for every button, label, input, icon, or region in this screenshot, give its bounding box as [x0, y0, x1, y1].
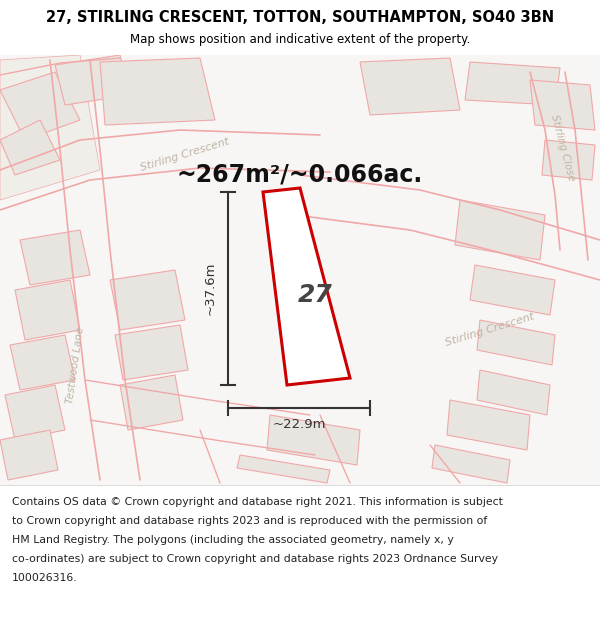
Polygon shape	[447, 400, 530, 450]
Polygon shape	[115, 325, 188, 380]
Polygon shape	[20, 230, 90, 285]
Polygon shape	[542, 140, 595, 180]
Text: 27: 27	[298, 283, 332, 307]
Polygon shape	[465, 62, 560, 105]
Text: HM Land Registry. The polygons (including the associated geometry, namely x, y: HM Land Registry. The polygons (includin…	[12, 535, 454, 545]
Text: ~37.6m: ~37.6m	[203, 262, 217, 315]
Polygon shape	[470, 265, 555, 315]
Polygon shape	[267, 415, 360, 465]
Polygon shape	[110, 270, 185, 330]
Polygon shape	[477, 370, 550, 415]
Polygon shape	[0, 120, 60, 175]
Text: 27, STIRLING CRESCENT, TOTTON, SOUTHAMPTON, SO40 3BN: 27, STIRLING CRESCENT, TOTTON, SOUTHAMPT…	[46, 11, 554, 26]
Polygon shape	[10, 335, 75, 390]
Polygon shape	[15, 280, 80, 340]
Polygon shape	[477, 320, 555, 365]
Text: ~267m²/~0.066ac.: ~267m²/~0.066ac.	[177, 163, 423, 187]
Text: Stirling Crescent: Stirling Crescent	[445, 312, 536, 348]
Polygon shape	[263, 188, 350, 385]
Text: Stirling Close: Stirling Close	[550, 114, 577, 182]
Polygon shape	[55, 55, 130, 105]
Text: co-ordinates) are subject to Crown copyright and database rights 2023 Ordnance S: co-ordinates) are subject to Crown copyr…	[12, 554, 498, 564]
Polygon shape	[0, 55, 100, 200]
Polygon shape	[100, 58, 215, 125]
Text: Contains OS data © Crown copyright and database right 2021. This information is : Contains OS data © Crown copyright and d…	[12, 497, 503, 507]
Polygon shape	[237, 455, 330, 483]
Text: Testwood Lane: Testwood Lane	[65, 326, 85, 404]
Text: to Crown copyright and database rights 2023 and is reproduced with the permissio: to Crown copyright and database rights 2…	[12, 516, 487, 526]
Text: Stirling Crescent: Stirling Crescent	[139, 137, 230, 173]
Polygon shape	[455, 200, 545, 260]
Bar	[0, 55, 600, 485]
Text: 100026316.: 100026316.	[12, 573, 77, 583]
Polygon shape	[530, 80, 595, 130]
Polygon shape	[0, 430, 58, 480]
Text: ~22.9m: ~22.9m	[272, 418, 326, 431]
Text: Map shows position and indicative extent of the property.: Map shows position and indicative extent…	[130, 34, 470, 46]
Bar	[0, 485, 600, 625]
Polygon shape	[432, 445, 510, 483]
Polygon shape	[360, 58, 460, 115]
Polygon shape	[0, 72, 80, 140]
Bar	[0, 0, 600, 55]
Polygon shape	[120, 375, 183, 430]
Polygon shape	[5, 385, 65, 440]
